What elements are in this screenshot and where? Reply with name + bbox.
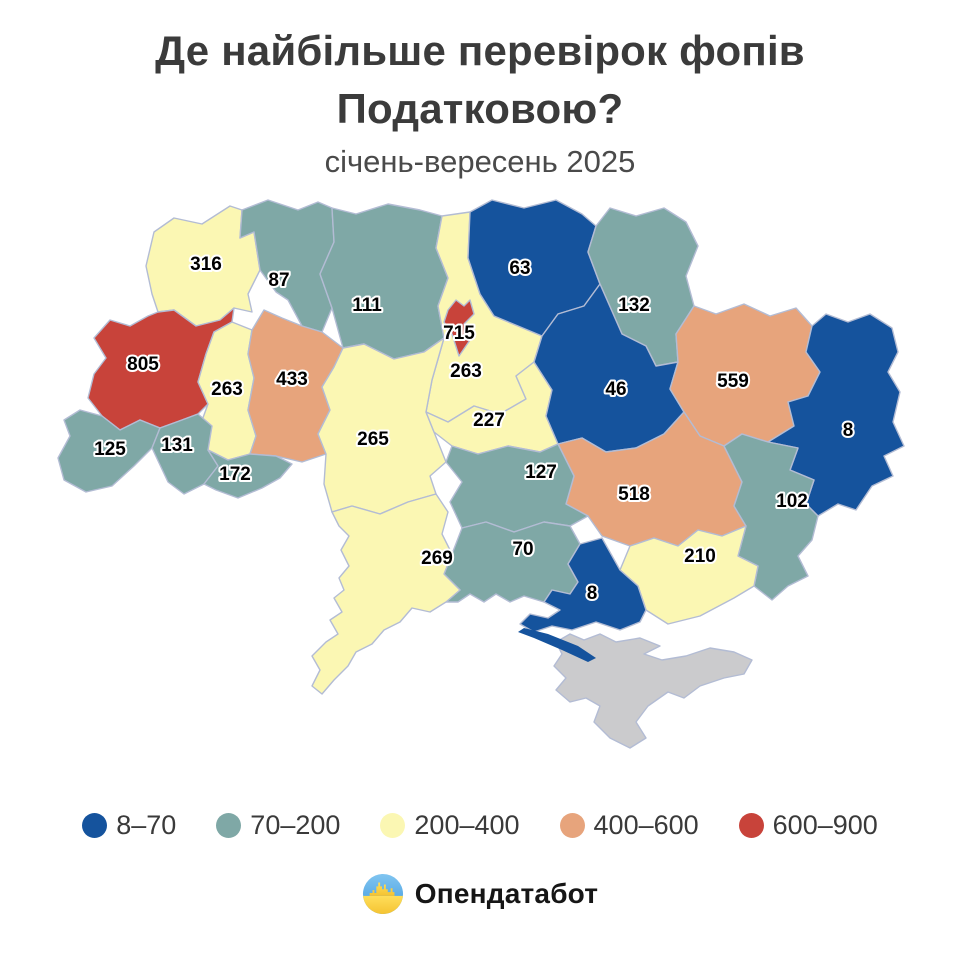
region-zhytomyr (319, 203, 449, 360)
legend-swatch-icon (82, 813, 108, 838)
region-value-lviv: 805 (127, 354, 159, 375)
region-value-cherkasy: 227 (473, 410, 505, 431)
region-value-odesa: 269 (421, 548, 453, 569)
region-value-khmelnytskyi: 433 (276, 369, 308, 390)
map-container: 316 87 111 263 715 63 132 805 263 433 125 131 172 265… (0, 182, 960, 782)
legend: 8–70 70–200 200–400 400–600 600–900 (82, 810, 878, 841)
region-value-rivne: 87 (268, 270, 289, 291)
region-value-ternopil: 263 (211, 379, 243, 400)
region-crimea (553, 633, 753, 749)
legend-swatch-icon (380, 813, 406, 838)
footer-branding: Опендатабот (362, 873, 598, 915)
region-value-mykolaiv: 70 (512, 539, 533, 560)
legend-item-bin-4: 400–600 (559, 810, 699, 841)
page-title: Де найбільше перевірок фопів Податковою? (155, 22, 805, 138)
region-value-donetsk: 102 (776, 491, 808, 512)
region-value-kyiv-city: 715 (443, 323, 475, 344)
legend-label: 8–70 (116, 810, 177, 840)
region-kyiv-city (443, 299, 475, 357)
brand-name: Опендатабот (414, 878, 599, 909)
region-value-chernihiv: 63 (509, 258, 530, 279)
region-chernivtsi (203, 449, 293, 499)
region-value-dnipropetrovsk: 518 (618, 484, 650, 505)
region-rivne (239, 199, 335, 333)
title-line-2: Податковою? (336, 85, 624, 132)
region-odesa (311, 493, 461, 695)
legend-label: 400–600 (593, 810, 699, 840)
legend-item-bin-2: 70–200 (216, 810, 340, 841)
region-vinnytsia (317, 337, 447, 515)
region-value-kharkiv: 559 (717, 371, 749, 392)
title-line-1: Де найбільше перевірок фопів (155, 27, 805, 74)
region-value-zhytomyr: 111 (352, 295, 382, 316)
region-value-sumy: 132 (618, 295, 650, 316)
region-mykolaiv (443, 521, 581, 603)
region-value-poltava: 46 (605, 379, 626, 400)
legend-label: 600–900 (772, 810, 878, 840)
region-donetsk (723, 433, 819, 601)
opendatabot-logo-icon (362, 873, 403, 915)
region-value-vinnytsia: 265 (357, 429, 389, 450)
region-luhansk (767, 313, 905, 517)
region-value-chernivtsi: 172 (219, 464, 251, 485)
region-value-luhansk: 8 (843, 420, 854, 441)
region-zakarpattia (57, 409, 161, 493)
legend-item-bin-3: 200–400 (380, 810, 520, 841)
legend-swatch-icon (216, 813, 242, 838)
region-value-kherson: 8 (587, 583, 598, 604)
legend-swatch-icon (559, 813, 585, 838)
region-value-zakarpattia: 125 (94, 439, 126, 460)
legend-label: 200–400 (414, 810, 520, 840)
legend-item-bin-5: 600–900 (738, 810, 878, 841)
ukraine-map: 316 87 111 263 715 63 132 805 263 433 125 131 172 265… (57, 199, 905, 749)
region-kherson-spit (518, 628, 596, 662)
region-value-volyn: 316 (190, 254, 222, 275)
legend-item-bin-1: 8–70 (82, 810, 176, 841)
region-value-zaporizhzhia: 210 (684, 546, 716, 567)
region-value-kirovohrad: 127 (525, 462, 557, 483)
legend-swatch-icon (738, 813, 764, 838)
page-subtitle: січень-вересень 2025 (324, 144, 636, 179)
legend-label: 70–200 (250, 810, 341, 840)
region-value-kyiv-oblast: 263 (450, 361, 482, 382)
region-value-ivano-frankivsk: 131 (161, 435, 193, 456)
